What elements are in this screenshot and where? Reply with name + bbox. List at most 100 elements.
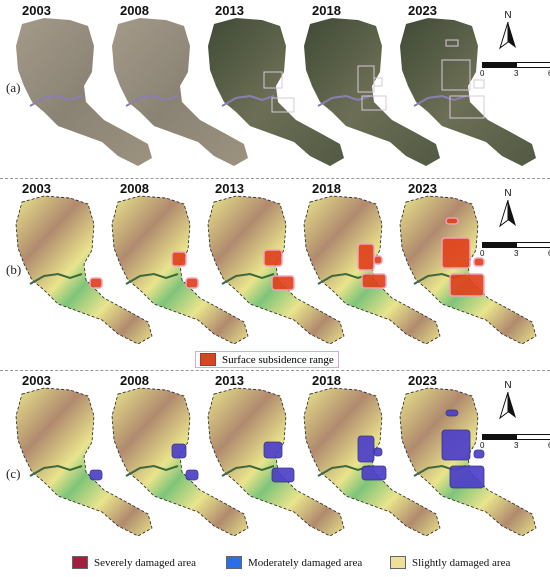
north-label: N <box>504 188 512 199</box>
moderately-swatch <box>226 556 242 569</box>
year-label: 2013 <box>215 3 244 18</box>
north-arrow: N <box>496 10 520 52</box>
scale-bar: 0 3 6 km <box>480 434 550 456</box>
year-label: 2003 <box>22 373 51 388</box>
scale-tick: 6 <box>548 249 550 258</box>
year-label: 2008 <box>120 373 149 388</box>
damage-patch <box>185 469 199 481</box>
map-panel-subsidence-2008 <box>111 195 249 345</box>
study-area-outline <box>112 18 248 166</box>
legend-severely: Severely damaged area <box>72 556 196 569</box>
year-label: 2003 <box>22 181 51 196</box>
map-panel-satellite-2008 <box>112 18 248 166</box>
legend-label: Severely damaged area <box>94 556 196 569</box>
row-separator <box>0 178 550 179</box>
subsidence-patch <box>445 217 459 225</box>
subsidence-patch <box>441 237 471 269</box>
mining-site <box>445 39 459 47</box>
damage-patch <box>445 409 459 417</box>
map-panel-subsidence-2023 <box>399 195 537 345</box>
subsidence-patch <box>449 273 485 297</box>
map-panel-damage-2023 <box>399 387 537 537</box>
map-panel-subsidence-2013 <box>207 195 345 345</box>
year-label: 2013 <box>215 181 244 196</box>
subsidence-patch <box>361 273 387 289</box>
damage-patch <box>357 435 375 463</box>
river-line <box>413 94 467 107</box>
slightly-swatch <box>390 556 406 569</box>
mining-site <box>361 95 387 111</box>
subsidence-patch <box>263 249 283 267</box>
year-label: 2003 <box>22 3 51 18</box>
damage-patch <box>473 449 485 459</box>
north-arrow-icon <box>499 391 516 420</box>
river-line <box>125 464 179 477</box>
study-area-outline <box>208 18 344 166</box>
subsidence-patch <box>171 251 187 267</box>
scale-tick: 3 <box>514 249 519 258</box>
river-line <box>221 464 275 477</box>
north-label: N <box>504 10 512 21</box>
legend-slightly: Slightly damaged area <box>390 556 510 569</box>
scale-tick: 3 <box>514 441 519 450</box>
damage-patch <box>271 467 295 483</box>
study-area-outline <box>15 387 153 537</box>
year-label: 2008 <box>120 3 149 18</box>
subsidence-patch <box>89 277 103 289</box>
map-panel-satellite-2013 <box>208 18 344 166</box>
map-panel-satellite-2003 <box>16 18 152 166</box>
row-label-b: (b) <box>6 262 22 277</box>
study-area-outline <box>15 195 153 345</box>
legend-moderately: Moderately damaged area <box>226 556 362 569</box>
damage-patch <box>263 441 283 459</box>
year-label: 2018 <box>312 3 341 18</box>
subsidence-patch <box>473 257 485 267</box>
damage-patch <box>449 465 485 489</box>
mining-site <box>473 79 485 89</box>
legend-label: Slightly damaged area <box>412 556 511 569</box>
river-line <box>125 272 179 285</box>
damage-patch <box>361 465 387 481</box>
scale-bar: 0 3 6 km <box>480 242 550 264</box>
scale-tick: 3 <box>514 69 519 78</box>
river-line <box>29 272 83 285</box>
study-area-outline <box>399 195 537 345</box>
year-label: 2008 <box>120 181 149 196</box>
damage-patch <box>89 469 103 481</box>
damage-patch <box>441 429 471 461</box>
river-line <box>221 272 275 285</box>
study-area-outline <box>400 18 536 166</box>
scale-tick: 6 <box>548 441 550 450</box>
year-label: 2023 <box>408 3 437 18</box>
legend-label: Moderately damaged area <box>248 556 363 569</box>
river-line <box>29 464 83 477</box>
map-panel-subsidence-2003 <box>15 195 153 345</box>
map-panel-damage-2003 <box>15 387 153 537</box>
study-area-outline <box>111 195 249 345</box>
map-panel-damage-2008 <box>111 387 249 537</box>
north-arrow: N <box>496 188 520 230</box>
study-area-outline <box>399 387 537 537</box>
north-arrow-icon <box>499 199 516 228</box>
mining-site <box>441 59 471 91</box>
scale-bar: 0 3 6 km <box>480 62 550 84</box>
map-panel-satellite-2018 <box>304 18 440 166</box>
subsidence-swatch <box>200 353 216 366</box>
river-line <box>221 94 275 107</box>
study-area-outline <box>16 18 152 166</box>
mining-site <box>449 95 485 119</box>
damage-patch <box>373 447 383 457</box>
year-label: 2018 <box>312 373 341 388</box>
scale-tick: 0 <box>480 441 485 450</box>
scale-tick: 0 <box>480 69 485 78</box>
year-label: 2018 <box>312 181 341 196</box>
north-label: N <box>504 380 512 391</box>
north-arrow-icon <box>499 21 516 50</box>
subsidence-patch <box>271 275 295 291</box>
subsidence-legend-label: Surface subsidence range <box>222 353 334 366</box>
year-label: 2013 <box>215 373 244 388</box>
map-panel-subsidence-2018 <box>303 195 441 345</box>
year-label: 2023 <box>408 181 437 196</box>
mining-site <box>271 97 295 113</box>
year-label: 2023 <box>408 373 437 388</box>
